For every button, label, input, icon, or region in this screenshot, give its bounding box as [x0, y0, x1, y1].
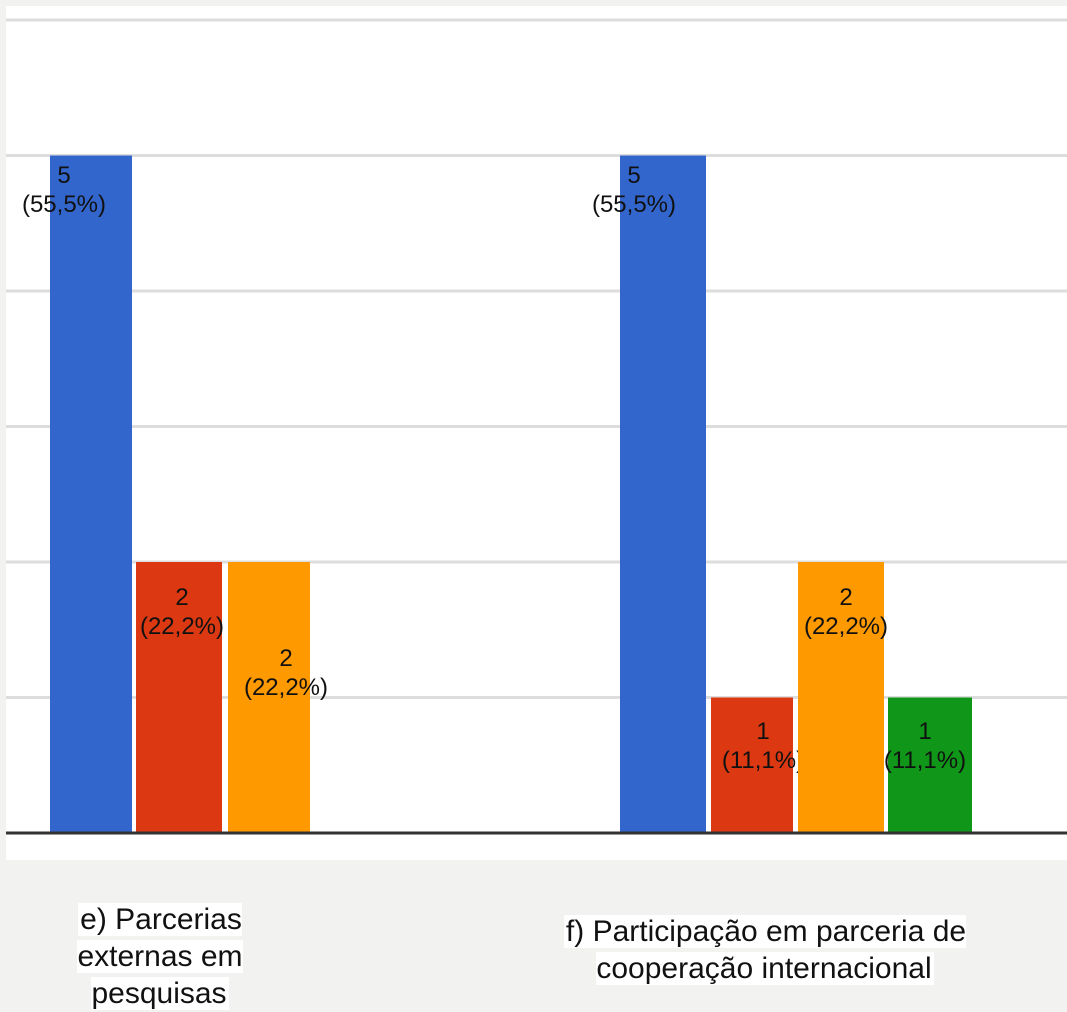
- bar: [711, 697, 793, 833]
- bar: [798, 562, 884, 833]
- bar: [620, 155, 706, 833]
- data-label-value: 5: [627, 162, 640, 189]
- bar: [50, 155, 132, 833]
- category-label-f-text: f) Participação em parceria de cooperação…: [563, 915, 967, 985]
- data-label-value: 5: [57, 162, 70, 189]
- data-label-percent: (55,5%): [592, 191, 676, 218]
- category-label-e-text: e) Parcerias externas em pesquisas: [77, 903, 243, 1010]
- data-label-percent: (22,2%): [244, 674, 328, 701]
- data-label-value: 1: [918, 718, 931, 745]
- data-label-percent: (22,2%): [140, 613, 224, 640]
- data-label-value: 2: [839, 584, 852, 611]
- category-label-e: e) Parcerias externas em pesquisas: [30, 864, 290, 1012]
- data-label-percent: (11,1%): [884, 747, 966, 774]
- bar-chart: 5(55,5%)2(22,2%)2(22,2%)5(55,5%)1(11,1%)…: [6, 18, 1067, 835]
- bar: [888, 697, 972, 833]
- bar: [136, 562, 222, 833]
- data-label-value: 1: [756, 718, 769, 745]
- category-label-f: f) Participação em parceria de cooperação…: [500, 876, 1030, 987]
- data-label-value: 2: [279, 645, 292, 672]
- data-label-percent: (11,1%): [722, 747, 804, 774]
- data-label-value: 2: [175, 584, 188, 611]
- data-label-percent: (22,2%): [804, 613, 888, 640]
- data-label-percent: (55,5%): [22, 191, 106, 218]
- bar: [228, 562, 310, 833]
